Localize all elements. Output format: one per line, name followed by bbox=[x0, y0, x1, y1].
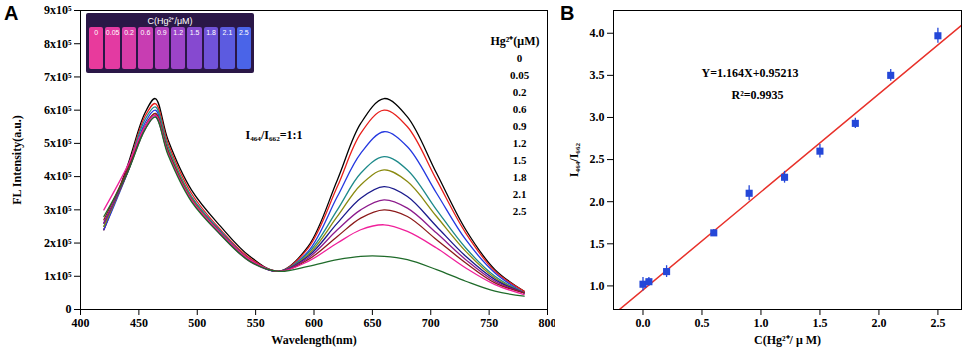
svg-text:0.9: 0.9 bbox=[513, 120, 527, 132]
svg-text:4.0: 4.0 bbox=[590, 26, 605, 40]
svg-text:R²=0.9935: R²=0.9935 bbox=[732, 88, 784, 102]
svg-text:750: 750 bbox=[480, 316, 498, 330]
svg-text:1x10⁵: 1x10⁵ bbox=[44, 269, 72, 283]
svg-text:450: 450 bbox=[130, 316, 148, 330]
html-text:0: 0 bbox=[94, 29, 99, 36]
svg-text:650: 650 bbox=[363, 316, 381, 330]
svg-text:0.05: 0.05 bbox=[510, 69, 530, 81]
svg-text:3x10⁵: 3x10⁵ bbox=[44, 203, 72, 217]
html-text:2.1: 2.1 bbox=[222, 29, 233, 36]
html-text:1.5: 1.5 bbox=[189, 29, 200, 36]
svg-text:0.5: 0.5 bbox=[694, 316, 709, 330]
svg-text:Wavelength(nm): Wavelength(nm) bbox=[271, 333, 356, 347]
svg-text:550: 550 bbox=[247, 316, 265, 330]
svg-text:600: 600 bbox=[305, 316, 323, 330]
svg-text:0.6: 0.6 bbox=[513, 103, 527, 115]
svg-text:2.5: 2.5 bbox=[590, 152, 605, 166]
svg-text:1.0: 1.0 bbox=[590, 279, 605, 293]
svg-text:9x10⁵: 9x10⁵ bbox=[44, 3, 72, 17]
html-text:0.05: 0.05 bbox=[105, 29, 120, 36]
html-text:0.6: 0.6 bbox=[140, 29, 151, 36]
svg-text:1.2: 1.2 bbox=[513, 137, 527, 149]
svg-text:700: 700 bbox=[422, 316, 440, 330]
svg-text:1.0: 1.0 bbox=[753, 316, 768, 330]
svg-text:1.5: 1.5 bbox=[590, 237, 605, 251]
svg-text:Hg²⁺(μM): Hg²⁺(μM) bbox=[490, 34, 539, 48]
svg-text:2.0: 2.0 bbox=[871, 316, 886, 330]
svg-text:4x10⁵: 4x10⁵ bbox=[44, 169, 72, 183]
svg-text:3.5: 3.5 bbox=[590, 68, 605, 82]
svg-text:7x10⁵: 7x10⁵ bbox=[44, 70, 72, 84]
svg-text:I₄₆₄/I₆₆₂=1:1: I₄₆₄/I₆₆₂=1:1 bbox=[246, 128, 303, 142]
svg-text:5x10⁵: 5x10⁵ bbox=[44, 136, 72, 150]
svg-text:8x10⁵: 8x10⁵ bbox=[44, 37, 72, 51]
html-text:2.5: 2.5 bbox=[239, 29, 249, 36]
html-text:B: B bbox=[560, 2, 575, 24]
html-text:C(Hg²⁺/μM): C(Hg²⁺/μM) bbox=[147, 16, 193, 26]
svg-text:FL Intensity(a.u.): FL Intensity(a.u.) bbox=[10, 115, 24, 205]
svg-text:6x10⁵: 6x10⁵ bbox=[44, 103, 72, 117]
svg-text:0.0: 0.0 bbox=[635, 316, 650, 330]
html-text:0.9: 0.9 bbox=[157, 29, 167, 36]
svg-text:2.5: 2.5 bbox=[513, 205, 527, 217]
svg-text:3.0: 3.0 bbox=[590, 110, 605, 124]
svg-text:0.2: 0.2 bbox=[513, 86, 527, 98]
svg-text:Y=1.164X+0.95213: Y=1.164X+0.95213 bbox=[702, 66, 799, 80]
svg-text:2.0: 2.0 bbox=[590, 195, 605, 209]
svg-text:800: 800 bbox=[539, 316, 556, 330]
svg-text:0: 0 bbox=[517, 52, 523, 64]
svg-text:0: 0 bbox=[66, 302, 72, 316]
svg-text:C(Hg²⁺/ μ M): C(Hg²⁺/ μ M) bbox=[754, 333, 821, 347]
svg-text:2.1: 2.1 bbox=[513, 188, 527, 200]
svg-text:I₄₆₄/I₆₆₂: I₄₆₄/I₆₆₂ bbox=[567, 142, 581, 177]
svg-text:500: 500 bbox=[188, 316, 206, 330]
html-text:1.2: 1.2 bbox=[173, 29, 184, 36]
html-text:A: A bbox=[4, 2, 19, 24]
svg-text:1.8: 1.8 bbox=[513, 171, 527, 183]
svg-text:2x10⁵: 2x10⁵ bbox=[44, 236, 72, 250]
svg-text:2.5: 2.5 bbox=[930, 316, 945, 330]
svg-text:400: 400 bbox=[72, 316, 90, 330]
svg-text:1.5: 1.5 bbox=[812, 316, 827, 330]
svg-text:1.5: 1.5 bbox=[513, 154, 527, 166]
html-text:0.2: 0.2 bbox=[124, 29, 134, 36]
html-text:1.8: 1.8 bbox=[206, 29, 216, 36]
